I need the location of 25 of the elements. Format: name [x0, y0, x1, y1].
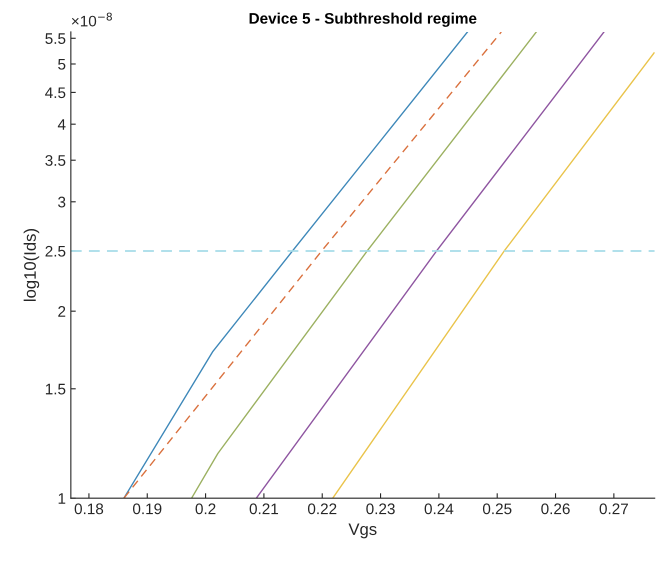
line-series [190, 32, 537, 498]
y-tick-label: 5 [58, 59, 66, 70]
x-tick-label: 0.27 [600, 503, 628, 514]
x-tick-label: 0.24 [424, 503, 454, 514]
x-tick-label: 0.22 [308, 503, 336, 514]
y-tick-label: 1.5 [46, 384, 66, 394]
y-tick-label: 3.5 [45, 155, 66, 166]
y-tick-label: 1 [58, 493, 66, 504]
y-tick-label: 4.5 [45, 87, 66, 98]
x-tick-label: 0.25 [482, 503, 512, 514]
text: ×10$^{−8}$ [72, 12, 112, 27]
y-tick-label: 5.5 [45, 33, 66, 44]
chart-title: Device 5 - Subthreshold regime [250, 12, 476, 27]
x-axis-title: Vgs [348, 523, 377, 538]
x-tick-label: 0.26 [541, 503, 570, 514]
y-axis-title: log10(Ids) [24, 229, 40, 302]
y-tick-label: 3 [58, 196, 66, 208]
y-tick-label: 2.5 [46, 246, 66, 257]
x-tick-label: 0.21 [250, 503, 278, 514]
y-tick-label: 2 [58, 306, 66, 317]
x-tick-label: 0.23 [366, 503, 395, 514]
x-tick-label: 0.2 [196, 503, 216, 514]
y-tick-label: 4 [58, 119, 66, 130]
x-tick-label: 0.19 [132, 503, 162, 514]
x-tick-label: 0.18 [74, 503, 104, 514]
